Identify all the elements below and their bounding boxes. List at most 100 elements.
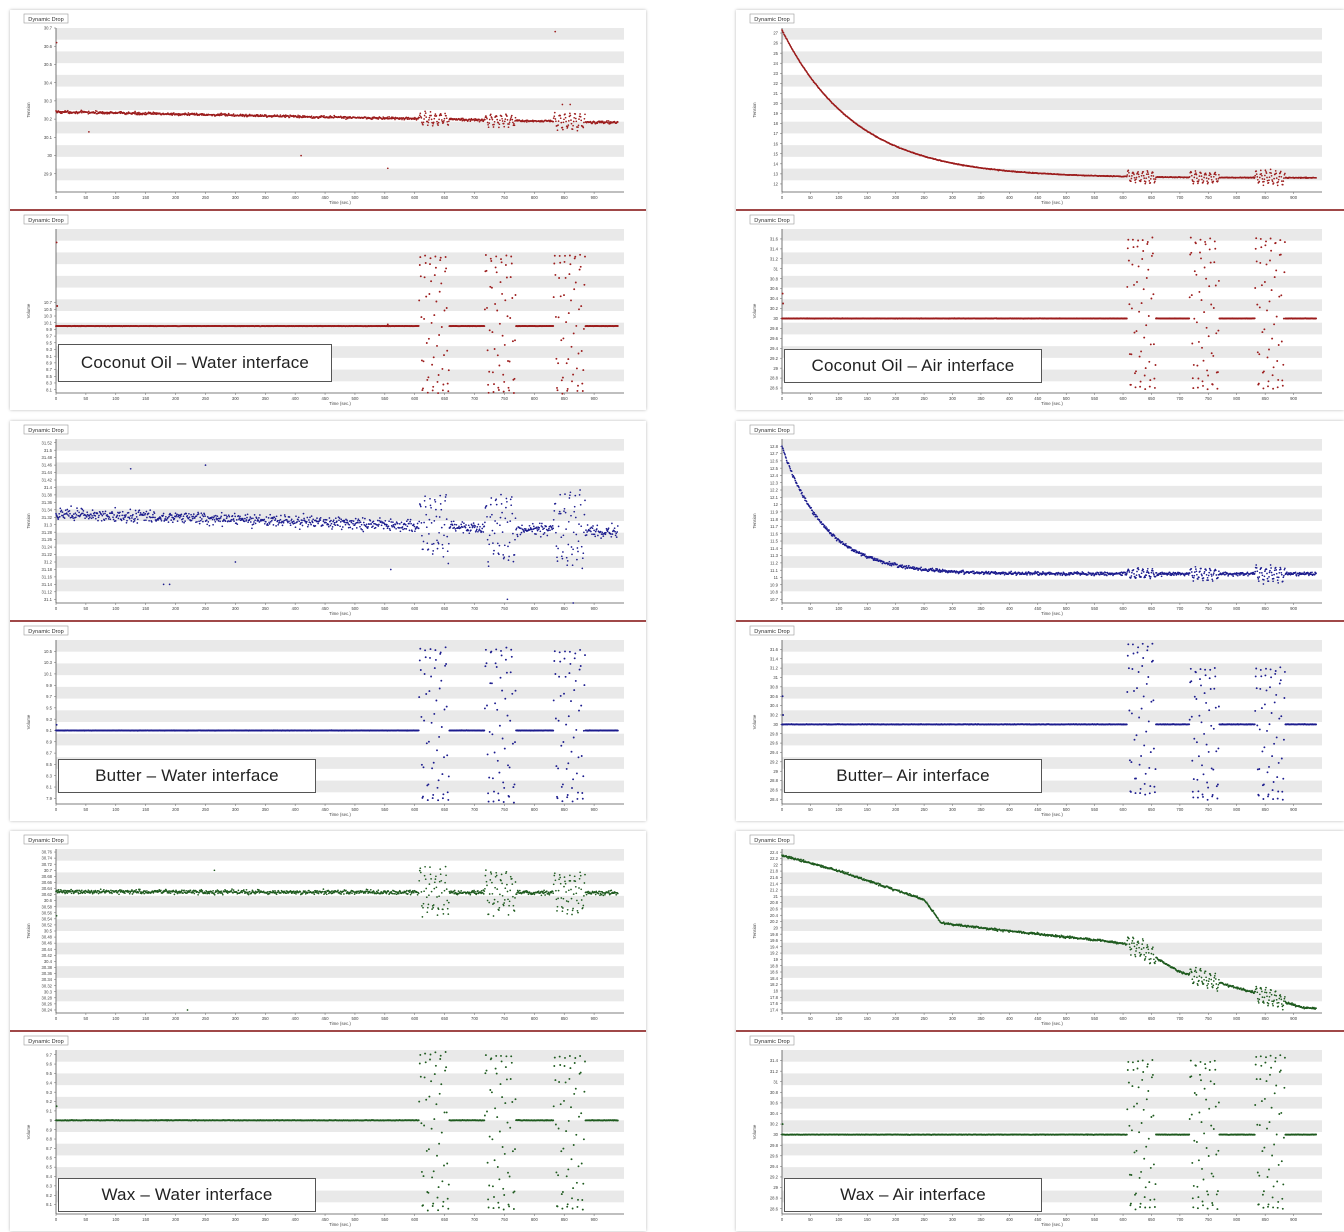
data-point xyxy=(445,663,447,665)
data-point xyxy=(514,554,516,556)
data-point xyxy=(375,527,377,529)
data-point xyxy=(245,514,247,516)
data-point xyxy=(66,512,68,514)
data-point xyxy=(129,518,131,520)
data-point xyxy=(242,518,244,520)
data-point xyxy=(273,524,275,526)
data-point xyxy=(616,531,618,533)
data-point xyxy=(608,527,610,529)
y-tick-label: 9.9 xyxy=(46,327,52,332)
data-point xyxy=(207,516,209,518)
data-point xyxy=(433,356,435,358)
y-tick-label: 31.36 xyxy=(42,500,53,505)
data-point xyxy=(282,525,284,527)
data-point xyxy=(72,517,74,519)
data-point xyxy=(61,510,63,512)
data-point xyxy=(488,543,490,545)
data-point xyxy=(203,516,205,518)
data-point xyxy=(233,889,235,891)
data-point xyxy=(212,519,214,521)
data-point xyxy=(154,517,156,519)
data-point xyxy=(552,730,554,732)
data-point xyxy=(488,801,490,803)
data-point xyxy=(438,122,440,124)
data-point xyxy=(344,520,346,522)
x-tick-label: 550 xyxy=(381,606,389,611)
data-point xyxy=(67,110,69,112)
y-tick-label: 9.5 xyxy=(46,705,52,710)
data-point xyxy=(573,332,575,334)
data-point xyxy=(235,561,237,563)
data-point xyxy=(84,892,86,894)
data-point xyxy=(511,496,513,498)
data-point xyxy=(473,522,475,524)
data-point xyxy=(505,255,507,257)
data-point xyxy=(202,514,204,516)
data-point xyxy=(557,560,559,562)
y-tick-label: 8.3 xyxy=(46,381,52,386)
x-tick-label: 550 xyxy=(381,807,389,812)
data-point xyxy=(428,690,430,692)
data-point xyxy=(310,524,312,526)
y-tick-label: 8.5 xyxy=(46,762,52,767)
data-point xyxy=(118,893,120,895)
data-point xyxy=(204,515,206,517)
data-point xyxy=(575,517,577,519)
data-point xyxy=(432,125,434,127)
data-point xyxy=(553,510,555,512)
data-point xyxy=(108,516,110,518)
data-point xyxy=(514,378,516,380)
x-tick-label: 650 xyxy=(441,1016,449,1021)
data-point xyxy=(211,516,213,518)
data-point xyxy=(579,494,581,496)
data-point xyxy=(554,673,556,675)
data-point xyxy=(597,535,599,537)
data-point xyxy=(569,263,571,265)
data-point xyxy=(443,120,445,122)
data-point xyxy=(434,667,436,669)
x-tick-label: 150 xyxy=(142,807,150,812)
data-point xyxy=(338,519,340,521)
data-point xyxy=(580,504,582,506)
data-point xyxy=(565,512,567,514)
data-point xyxy=(498,553,500,555)
data-point xyxy=(576,367,578,369)
data-point xyxy=(454,524,456,526)
data-point xyxy=(441,527,443,529)
data-point xyxy=(214,519,216,521)
chart-title: Dynamic Drop xyxy=(28,838,63,844)
data-point xyxy=(484,522,486,524)
data-point xyxy=(130,515,132,517)
y-tick-label: 29.9 xyxy=(44,171,53,176)
data-point xyxy=(495,648,497,650)
data-point xyxy=(437,787,439,789)
data-point xyxy=(433,122,435,124)
data-point xyxy=(484,308,486,310)
data-point xyxy=(485,254,487,256)
data-point xyxy=(351,522,353,524)
chart-title: Dynamic Drop xyxy=(28,218,63,224)
data-point xyxy=(541,523,543,525)
x-tick-label: 850 xyxy=(561,195,569,200)
data-point xyxy=(521,524,523,526)
data-point xyxy=(552,325,554,327)
data-point xyxy=(504,344,506,346)
data-point xyxy=(143,519,145,521)
data-point xyxy=(427,783,429,785)
data-point xyxy=(424,649,426,651)
data-point xyxy=(391,526,393,528)
data-point xyxy=(311,115,313,117)
y-tick-label: 31.14 xyxy=(42,582,53,587)
data-point xyxy=(433,543,435,545)
y-tick-label: 10.5 xyxy=(44,307,53,312)
data-point xyxy=(377,525,379,527)
x-tick-label: 650 xyxy=(441,195,449,200)
data-point xyxy=(496,709,498,711)
data-point xyxy=(440,114,442,116)
data-point xyxy=(283,520,285,522)
data-point xyxy=(490,504,492,506)
data-point xyxy=(250,518,252,520)
data-point xyxy=(421,117,423,119)
data-point xyxy=(425,112,427,114)
data-point xyxy=(557,548,559,550)
